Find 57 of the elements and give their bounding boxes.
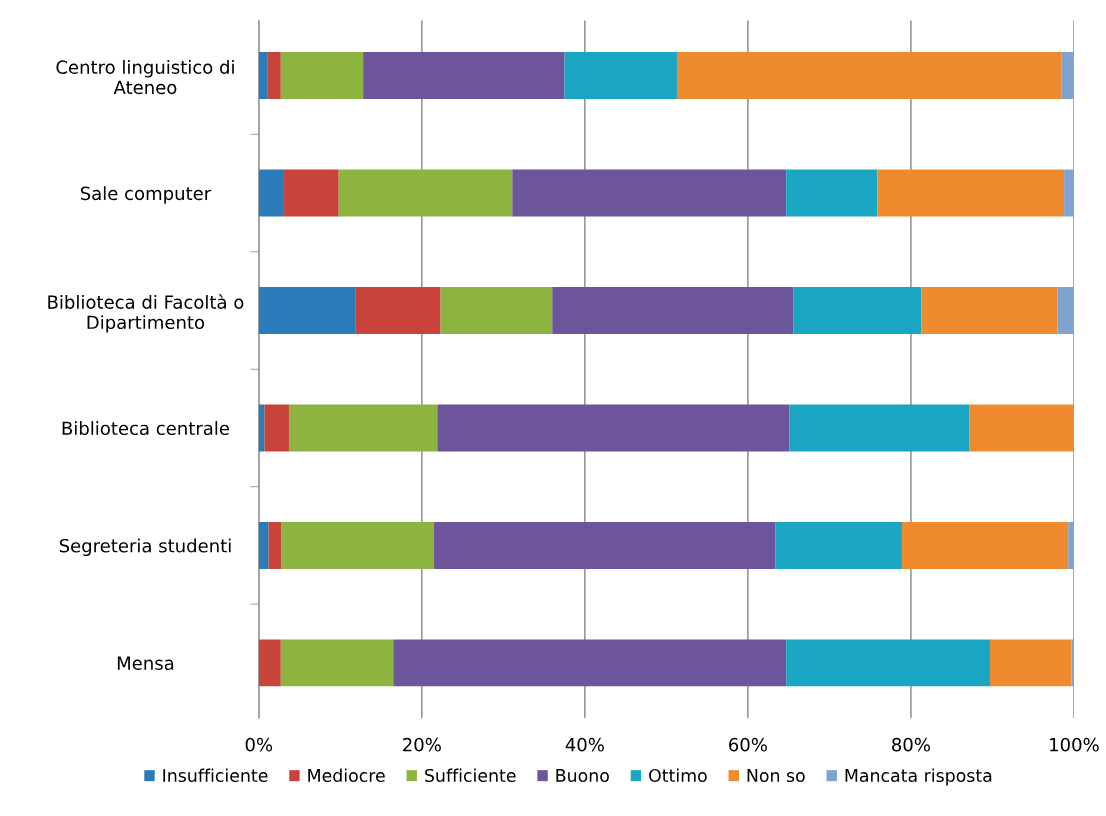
y-tick-label: Biblioteca centrale — [62, 421, 229, 436]
bar — [280, 639, 394, 687]
bar — [564, 52, 677, 100]
y-tick-label: Sale computer — [80, 186, 212, 204]
bar — [363, 52, 565, 100]
bar — [284, 169, 339, 217]
x-tick-label: 0% — [245, 737, 273, 752]
y-tick-label: Centro linguistico di Ateneo — [56, 60, 234, 95]
x-tick-label: 100% — [1050, 737, 1099, 752]
bar — [552, 287, 794, 334]
bar — [789, 404, 970, 452]
y-tick-label: Mensa — [117, 656, 174, 670]
legend-label: Mediocre — [308, 768, 385, 783]
x-tick-label: 40% — [565, 737, 604, 752]
bar — [267, 52, 281, 100]
bar — [258, 287, 356, 334]
bar — [1061, 52, 1074, 100]
bar — [901, 521, 1069, 569]
bar — [877, 169, 1065, 217]
bar — [258, 404, 265, 452]
bar — [437, 404, 790, 452]
bar — [264, 404, 289, 452]
bar — [281, 521, 435, 569]
bar — [440, 287, 553, 334]
bar — [512, 169, 787, 217]
bar — [793, 287, 922, 334]
legend-label: Buono — [556, 769, 609, 783]
bar — [258, 52, 268, 100]
bar — [989, 639, 1072, 687]
bar — [258, 639, 281, 687]
bar — [355, 287, 441, 334]
x-tick-label: 60% — [729, 737, 767, 752]
bar — [280, 52, 364, 100]
legend-label: Non so — [747, 769, 805, 783]
legend-label: Sufficiente — [425, 768, 516, 783]
x-tick-label: 80% — [892, 737, 930, 752]
bar — [1064, 169, 1074, 217]
bar — [921, 287, 1058, 334]
bar — [268, 521, 282, 569]
bar — [786, 639, 990, 687]
legend-label: Mancata risposta — [845, 768, 992, 786]
y-tick-label: Biblioteca di Facoltà o Dipartimento — [48, 294, 244, 333]
bar — [676, 52, 1062, 100]
bar — [434, 521, 776, 569]
bar — [393, 639, 787, 687]
legend-label: Insufficiente — [163, 768, 268, 783]
y-tick-label: Segreteria studenti — [59, 538, 231, 557]
legend-label: Ottimo — [649, 768, 707, 783]
bar — [786, 169, 878, 217]
bar — [258, 521, 269, 569]
bar — [969, 404, 1074, 452]
bar — [1057, 287, 1074, 334]
bar — [775, 521, 902, 569]
bar — [338, 169, 513, 217]
bar — [258, 169, 285, 217]
x-tick-label: 20% — [403, 737, 441, 752]
bar — [288, 404, 438, 452]
